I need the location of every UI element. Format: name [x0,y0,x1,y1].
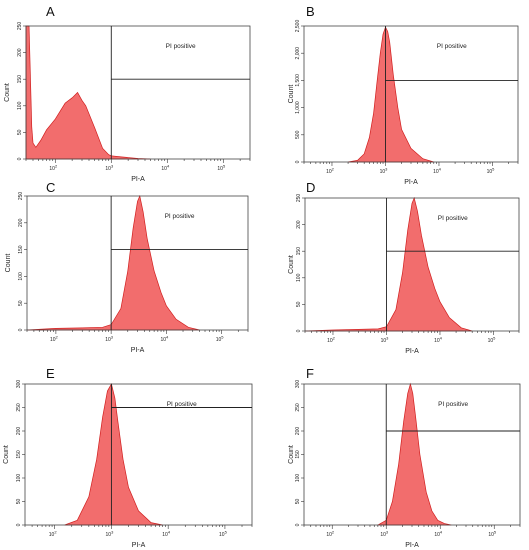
y-tick-label: 1,500 [295,74,301,87]
region-label: PI positive [166,43,196,50]
plot-frame [24,383,253,526]
x-tick-label: 102 [327,336,336,345]
y-axis-label: Count [3,445,10,464]
x-tick-label: 102 [49,530,58,539]
y-tick-label: 200 [295,427,301,436]
y-tick-label: 100 [18,272,24,281]
y-tick-label: 200 [17,48,23,57]
y-tick-label: 250 [17,22,23,31]
x-tick-label: 104 [160,335,169,344]
plot-frame [303,25,519,163]
y-tick-label: 0 [16,523,22,526]
panel-letter: B [306,4,315,19]
x-tick-label: 103 [380,530,389,539]
histogram-area [64,383,163,526]
region-label: PI positive [437,43,467,50]
y-tick-label: 0 [296,329,302,332]
x-tick-label: 105 [488,336,497,345]
x-tick-label: 102 [326,530,335,539]
y-tick-label: 0 [295,523,301,526]
y-tick-label: 50 [295,499,301,505]
y-axis-label: Count [5,254,12,273]
panel-letter: A [46,4,55,19]
y-axis-label: Count [288,445,295,464]
x-tick-label: 102 [49,164,58,173]
y-tick-label: 300 [16,380,22,389]
y-tick-label: 150 [296,247,302,256]
y-axis-label: Count [288,85,295,104]
x-tick-label: 104 [161,164,170,173]
x-tick-label: 105 [487,167,496,176]
y-axis-label: Count [4,83,11,102]
x-tick-label: 104 [434,530,443,539]
y-tick-label: 50 [17,129,23,135]
y-tick-label: 250 [16,403,22,412]
x-tick-label: 102 [326,167,335,176]
x-tick-label: 105 [217,164,226,173]
region-label: PI positive [438,401,468,408]
panel-letter: C [46,180,55,195]
y-tick-label: 50 [296,301,302,307]
panel-b: B PI positive 0 500 1,000 1,500 2,000 2,500 102 1… [288,4,519,186]
region-label: PI positive [167,401,197,408]
region-label: PI positive [438,215,468,222]
y-tick-label: 150 [16,450,22,459]
x-tick-label: 104 [433,167,442,176]
y-tick-label: 200 [296,220,302,229]
x-axis-label: PI-A [405,542,419,549]
y-tick-label: 150 [18,245,24,254]
y-tick-label: 50 [18,300,24,306]
panel-letter: E [46,366,55,381]
panel-letter: D [306,180,315,195]
y-tick-label: 150 [17,75,23,84]
x-tick-label: 103 [381,336,390,345]
y-tick-label: 0 [18,328,24,331]
y-tick-label: 250 [296,194,302,203]
y-tick-label: 2,000 [295,47,301,60]
x-axis-label: PI-A [405,348,419,355]
panel-a: A PI positive 0 50 100 150 200 250 102 103 104 105 P… [4,4,251,183]
y-tick-label: 300 [295,380,301,389]
panel-f: F PI positive 0 50 100 150 200 250 300 102 103 104 1… [288,366,521,549]
y-tick-label: 100 [16,474,22,483]
histogram-area [25,25,151,160]
panel-e: E PI positive 0 50 100 150 200 250 300 102 103 104 1… [3,366,253,549]
x-tick-label: 103 [105,335,114,344]
y-tick-label: 100 [295,474,301,483]
y-tick-label: 100 [17,101,23,110]
y-tick-label: 100 [296,273,302,282]
y-tick-label: 150 [295,450,301,459]
y-tick-label: 500 [295,130,301,139]
histogram-area [348,26,434,163]
y-tick-label: 1,000 [295,101,301,114]
x-tick-label: 105 [216,335,225,344]
x-tick-label: 102 [50,335,59,344]
y-tick-label: 0 [295,160,301,163]
x-axis-label: PI-A [131,347,145,354]
x-axis-label: PI-A [132,542,146,549]
y-tick-label: 250 [18,192,24,201]
y-tick-label: 50 [16,499,22,505]
y-tick-label: 200 [18,218,24,227]
panel-c: C PI positive 0 50 100 150 200 250 102 103 104 105 P… [5,180,249,354]
panel-d: D PI positive 0 50 100 150 200 250 102 103 104 105 P… [288,180,520,355]
x-tick-label: 104 [162,530,171,539]
y-axis-label: Count [288,255,295,274]
x-tick-label: 104 [434,336,443,345]
y-tick-label: 2,500 [295,20,301,33]
x-tick-label: 105 [219,530,228,539]
x-tick-label: 105 [488,530,497,539]
panel-letter: F [306,366,314,381]
x-tick-label: 103 [106,530,115,539]
histogram-area [376,382,452,526]
y-tick-label: 200 [16,427,22,436]
x-axis-label: PI-A [131,176,145,183]
x-tick-label: 103 [105,164,114,173]
x-axis-label: PI-A [404,179,418,186]
x-tick-label: 103 [380,167,389,176]
y-tick-label: 0 [17,157,23,160]
y-tick-label: 250 [295,403,301,412]
region-label: PI positive [165,213,195,220]
